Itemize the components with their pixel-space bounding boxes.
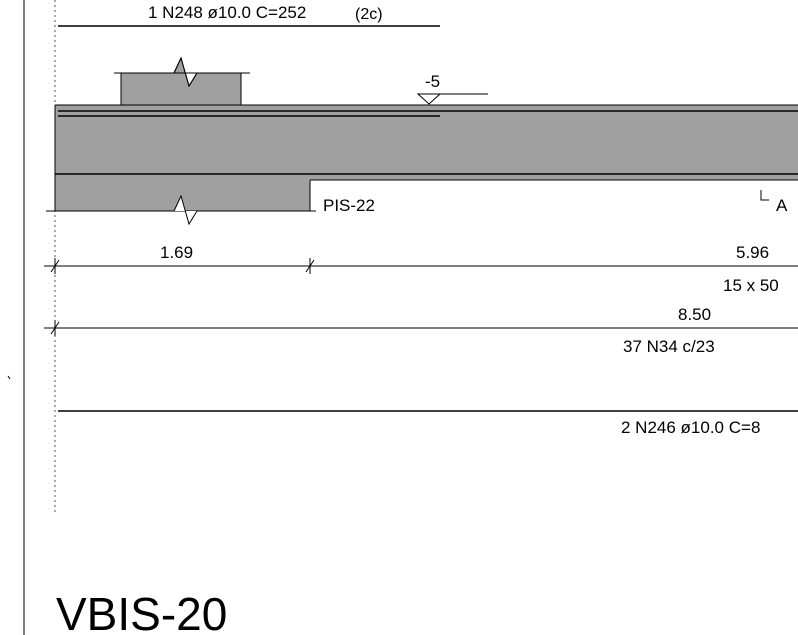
- support-label: PIS-22: [323, 196, 375, 215]
- beam-title: VBIS-20: [56, 588, 227, 635]
- beam-body: [55, 105, 798, 211]
- span-left-label: 1.69: [160, 243, 193, 262]
- span-right-label: 5.96: [736, 243, 769, 262]
- margin-mark: [8, 376, 10, 379]
- level-mark-triangle: [418, 94, 440, 104]
- stirrups-label: 37 N34 c/23: [623, 337, 715, 356]
- bottom-rebar-label: 2 N246 ø10.0 C=8: [621, 418, 760, 437]
- level-mark-label: -5: [425, 72, 440, 91]
- section-mark-symbol: [761, 190, 769, 200]
- section-mark-label: A: [776, 196, 788, 215]
- top-rebar-label: 1 N248 ø10.0 C=252: [148, 3, 306, 22]
- column-above: [121, 58, 241, 105]
- section-size-label: 15 x 50: [723, 276, 779, 295]
- top-rebar-suffix: (2c): [355, 6, 383, 23]
- total-length-label: 8.50: [678, 305, 711, 324]
